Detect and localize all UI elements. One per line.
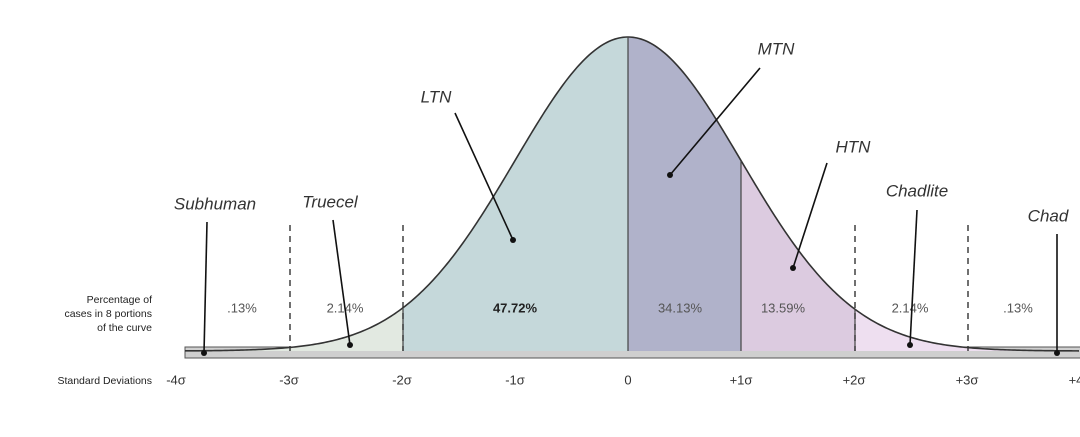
curve-region [185, 307, 403, 351]
annotation-dot [667, 172, 673, 178]
sd-tick-label: +3σ [956, 372, 979, 387]
annotation-pointer [669, 67, 761, 176]
percentage-label: .13% [1003, 300, 1033, 315]
annotation-pointer [454, 112, 514, 241]
row-label: Percentage of [87, 294, 152, 306]
annotation-label: LTN [421, 87, 453, 106]
curve-region [403, 37, 628, 351]
annotation-dot [201, 350, 207, 356]
sd-tick-label: +4σ [1069, 372, 1080, 387]
row-label: Standard Deviations [57, 375, 152, 387]
percentage-label: 34.13% [658, 300, 703, 315]
sd-tick-label: -1σ [505, 372, 525, 387]
percentage-label: 2.14% [892, 300, 929, 315]
annotation-dot [347, 342, 353, 348]
percentage-label: .13% [227, 300, 257, 315]
row-label: of the curve [97, 322, 152, 334]
annotation-label: Chad [1028, 206, 1069, 225]
sd-tick-label: -4σ [166, 372, 186, 387]
annotation-label: Chadlite [886, 181, 948, 200]
curve-region [855, 309, 1080, 351]
bell-curve [184, 36, 1080, 352]
sd-tick-label: -2σ [392, 372, 412, 387]
annotation-label: HTN [836, 137, 872, 156]
sd-tick-label: +2σ [843, 372, 866, 387]
sd-tick-label: 0 [624, 372, 631, 387]
annotation-pointer [792, 162, 828, 269]
annotation-dot [1054, 350, 1060, 356]
annotation-label: Truecel [302, 192, 359, 211]
annotation-dot [510, 237, 516, 243]
row-label: cases in 8 portions [64, 308, 152, 320]
curve-region [628, 37, 741, 351]
annotation-label: Subhuman [174, 194, 256, 213]
annotation-pointer [332, 219, 351, 346]
percentage-label: 47.72% [493, 300, 538, 315]
annotation-dot [790, 265, 796, 271]
annotation-pointer [909, 209, 918, 346]
annotation-dot [907, 342, 913, 348]
sd-tick-label: +1σ [730, 372, 753, 387]
sd-tick-label: -3σ [279, 372, 299, 387]
percentage-label: 13.59% [761, 300, 806, 315]
annotation-pointer [203, 221, 208, 354]
annotation-label: MTN [758, 39, 796, 58]
